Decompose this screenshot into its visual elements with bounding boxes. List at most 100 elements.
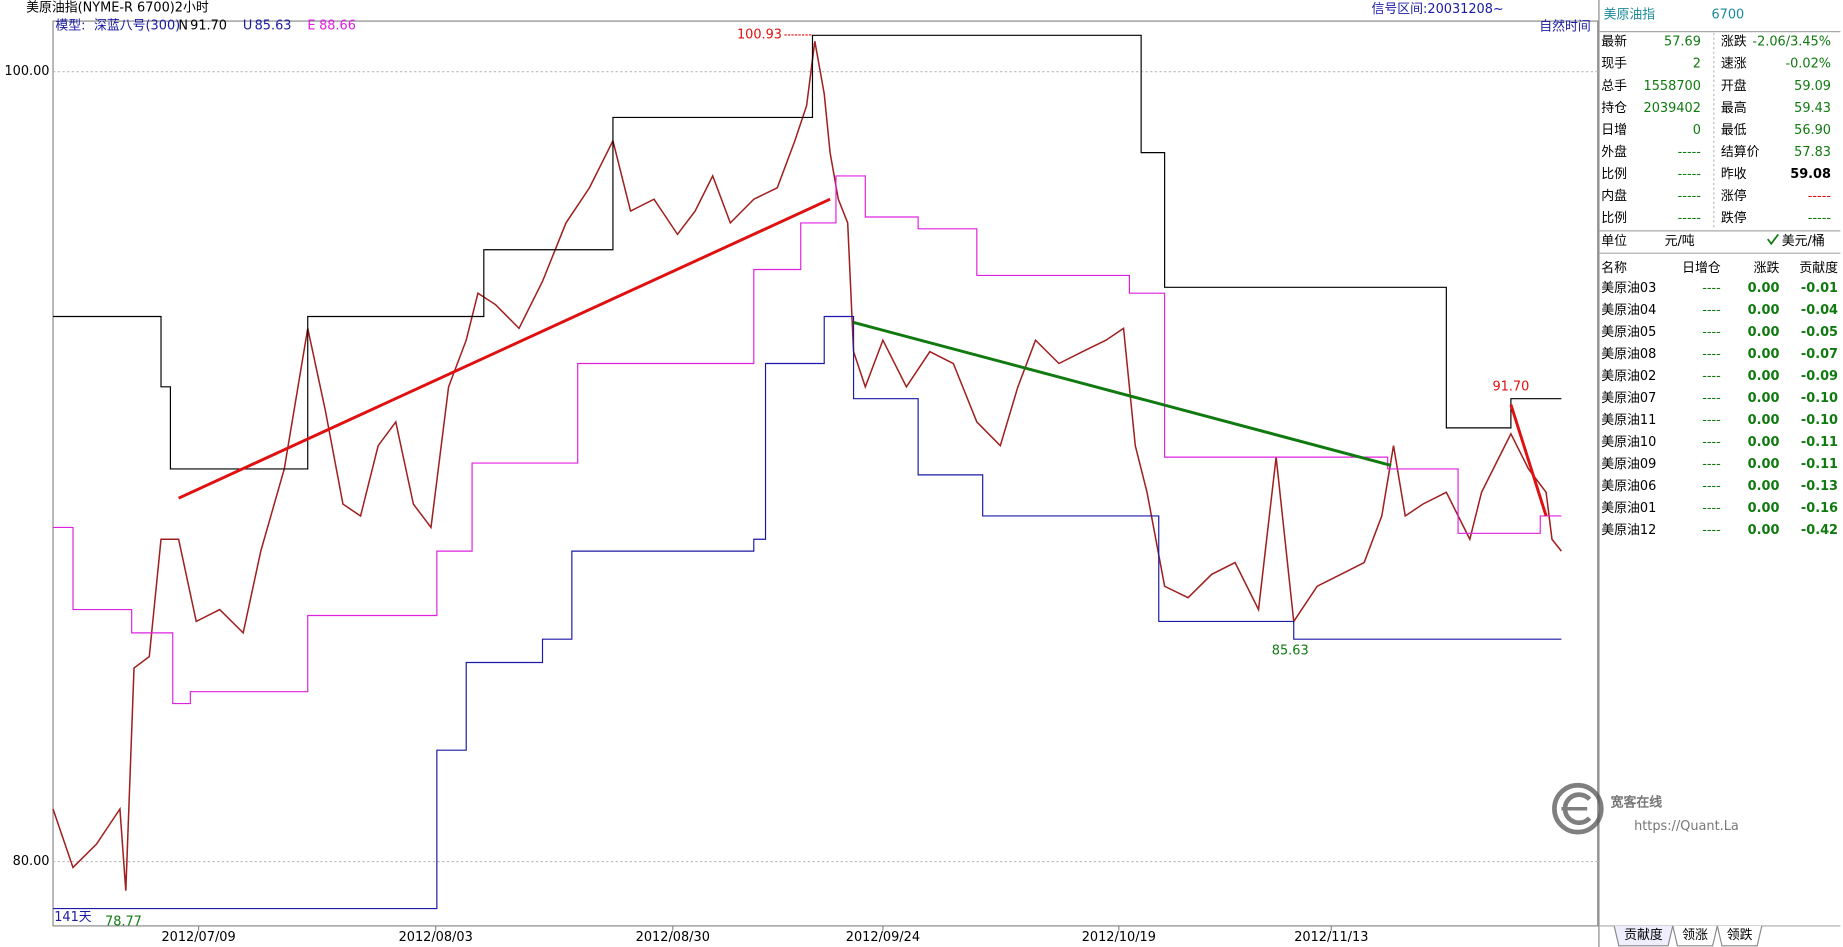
- quote-label: 结算价: [1721, 145, 1760, 160]
- table-cell: 美原油07: [1601, 391, 1656, 406]
- table-cell: -0.05: [1801, 325, 1838, 340]
- table-cell: -0.09: [1801, 369, 1838, 384]
- quote-label: 内盘: [1601, 188, 1627, 204]
- quote-value: 59.08: [1790, 167, 1831, 182]
- x-tick-label: 2012/07/09: [161, 930, 235, 945]
- quote-label: 最新: [1601, 34, 1627, 50]
- quote-label: 跌停: [1721, 210, 1747, 226]
- table-cell: 美原油06: [1601, 479, 1656, 494]
- quote-label: 持仓: [1601, 101, 1627, 116]
- table-cell: 0.00: [1748, 501, 1780, 516]
- tab[interactable]: 领跌: [1716, 925, 1763, 947]
- tab-label: 贡献度: [1624, 927, 1663, 943]
- table-cell: -0.16: [1801, 501, 1838, 516]
- quote-value: 1558700: [1644, 79, 1701, 94]
- quote-value: 57.69: [1664, 35, 1701, 50]
- table-cell: 美原油11: [1601, 413, 1656, 428]
- x-tick-label: 2012/11/13: [1294, 930, 1368, 945]
- quote-label: 比例: [1601, 167, 1627, 182]
- table-cell: ----: [1702, 391, 1721, 406]
- table-cell: 0.00: [1748, 325, 1780, 340]
- signal-range: 信号区间:20031208~: [1372, 2, 1504, 17]
- table-cell: 0.00: [1748, 369, 1780, 384]
- table-cell: 0.00: [1748, 391, 1780, 406]
- trend-line: [853, 321, 1392, 467]
- table-cell: ----: [1702, 523, 1721, 538]
- indicator-name: E: [307, 18, 315, 33]
- column-header: 贡献度: [1799, 260, 1838, 276]
- table-cell: ----: [1702, 501, 1721, 516]
- watermark-logo: [1552, 782, 1604, 835]
- table-cell: ----: [1702, 369, 1721, 384]
- table-cell: ----: [1702, 325, 1721, 340]
- table-cell: -0.11: [1801, 435, 1838, 450]
- table-cell: 0.00: [1748, 523, 1780, 538]
- x-tick-label: 2012/08/30: [636, 930, 710, 945]
- table-cell: ----: [1702, 479, 1721, 494]
- column-header: 涨跌: [1754, 260, 1780, 276]
- unit-option[interactable]: 美元/桶: [1782, 234, 1825, 249]
- indicator-value: 88.66: [319, 18, 356, 33]
- tab-shape: [1672, 925, 1718, 947]
- quote-label: 现手: [1601, 57, 1627, 72]
- quote-label: 外盘: [1601, 144, 1627, 160]
- tab[interactable]: 贡献度: [1613, 925, 1674, 947]
- table-cell: ----: [1702, 281, 1721, 296]
- indicator-name: U: [243, 18, 252, 33]
- table-cell: ----: [1702, 435, 1721, 450]
- tab-label: 领涨: [1682, 928, 1708, 943]
- quote-label: 总手: [1601, 79, 1627, 94]
- table-cell: -0.10: [1801, 391, 1838, 406]
- table-cell: 0.00: [1748, 347, 1780, 362]
- channel-line: [53, 315, 1562, 910]
- table-cell: 美原油08: [1601, 347, 1656, 362]
- table-cell: -0.07: [1801, 347, 1838, 362]
- y-tick-label: 80.00: [13, 854, 50, 869]
- column-header: 名称: [1601, 260, 1627, 276]
- check-icon: [1767, 233, 1779, 246]
- annotation: 78.77: [105, 914, 142, 929]
- table-cell: 美原油01: [1601, 501, 1656, 516]
- y-tick-label: 100.00: [4, 64, 49, 79]
- tab-label: 领跌: [1727, 927, 1753, 943]
- watermark-name: 宽客在线: [1610, 794, 1663, 810]
- quote-label: 昨收: [1721, 167, 1747, 182]
- quote-label: 开盘: [1721, 78, 1747, 94]
- tab[interactable]: 领涨: [1672, 925, 1718, 947]
- table-cell: -0.42: [1801, 523, 1838, 538]
- quote-label: 最低: [1721, 123, 1747, 138]
- quote-value: 2039402: [1644, 101, 1701, 116]
- quote-value: 59.09: [1794, 79, 1831, 94]
- unit-label: 单位: [1601, 234, 1627, 249]
- trend-line: [1509, 404, 1548, 517]
- table-cell: 美原油02: [1601, 369, 1656, 384]
- time-mode[interactable]: 自然时间: [1539, 18, 1591, 34]
- channel-line: [53, 34, 1562, 470]
- quote-value: -----: [1808, 211, 1832, 226]
- quote-value: -----: [1678, 167, 1702, 182]
- table-cell: ----: [1702, 347, 1721, 362]
- table-cell: 0.00: [1748, 413, 1780, 428]
- quote-value: 56.90: [1794, 123, 1831, 138]
- table-cell: 0.00: [1748, 281, 1780, 296]
- quote-value: -----: [1678, 145, 1702, 160]
- plot-frame: [52, 20, 1599, 927]
- quote-value: 59.43: [1794, 101, 1831, 116]
- unit-option[interactable]: 元/吨: [1665, 234, 1695, 249]
- model-label: 模型:: [55, 18, 85, 33]
- channel-line: [53, 175, 1562, 705]
- x-tick-label: 2012/09/24: [846, 930, 920, 945]
- quote-label: 日增: [1601, 123, 1627, 138]
- quote-value: -2.06/3.45%: [1752, 35, 1831, 50]
- table-cell: ----: [1702, 303, 1721, 318]
- annotation: 91.70: [1492, 379, 1529, 394]
- quote-value: -0.02%: [1785, 57, 1831, 72]
- indicator-value: 85.63: [255, 18, 292, 33]
- annotation: 85.63: [1272, 643, 1309, 658]
- annotation: 100.93: [737, 27, 782, 42]
- quote-value: -----: [1808, 189, 1832, 204]
- tab-shape: [1716, 925, 1763, 947]
- table-cell: 0.00: [1748, 479, 1780, 494]
- indicator-value: 91.70: [190, 18, 227, 33]
